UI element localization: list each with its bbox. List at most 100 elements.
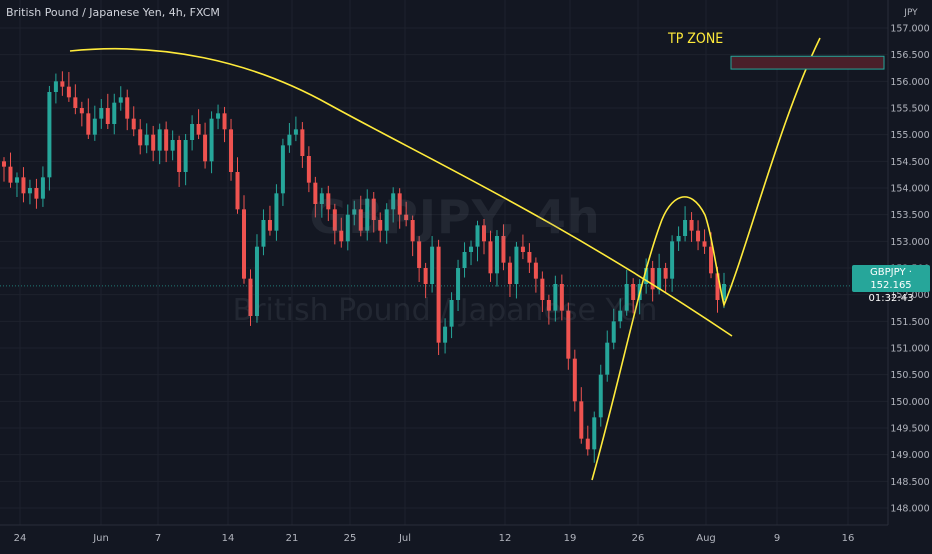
candle-body	[53, 81, 58, 92]
candle-body	[144, 134, 149, 146]
candle-body	[40, 177, 45, 199]
candle-body	[631, 284, 636, 300]
candle-body	[430, 246, 435, 284]
candle-body	[696, 230, 701, 242]
candle-body	[306, 156, 311, 183]
y-tick-label: 151.500	[890, 317, 929, 328]
watermark-ticker: GBPJPY, 4h	[309, 190, 601, 244]
candle-body	[663, 268, 668, 279]
y-tick-label: 150.000	[890, 397, 929, 408]
x-tick-label: 7	[155, 533, 161, 544]
y-tick-label: 154.500	[890, 157, 929, 168]
candle-body	[702, 241, 707, 247]
candle-body	[157, 129, 162, 151]
candle-body	[280, 145, 285, 194]
x-tick-label: Jun	[92, 533, 109, 544]
candle-body	[209, 118, 214, 162]
y-tick-label: 156.000	[890, 77, 929, 88]
candle-body	[34, 188, 39, 199]
candle-body	[229, 129, 234, 172]
candle-body	[242, 209, 246, 279]
x-tick-label: 24	[14, 533, 27, 544]
candle-body	[644, 268, 649, 284]
candle-body	[611, 321, 616, 343]
candle-body	[332, 209, 337, 231]
candle-body	[235, 172, 240, 210]
candle-body	[254, 246, 259, 316]
candle-body	[261, 220, 266, 247]
candle-body	[339, 230, 344, 242]
candle-body	[47, 92, 52, 178]
candle-body	[66, 86, 71, 98]
candle-body	[384, 209, 389, 231]
candle-body	[488, 241, 493, 274]
candle-body	[520, 246, 525, 252]
candle-body	[2, 161, 6, 167]
candle-body	[436, 246, 441, 343]
candle-body	[475, 225, 480, 247]
candle-body	[689, 220, 694, 231]
candle-body	[709, 246, 714, 274]
candle-body	[670, 241, 675, 279]
x-tick-label: 14	[222, 533, 235, 544]
candle-body	[566, 310, 571, 359]
candle-body	[112, 102, 117, 124]
y-tick-label: 148.500	[890, 477, 929, 488]
y-tick-label: 152.000	[890, 290, 929, 301]
candle-body	[27, 188, 32, 194]
tp-zone-rect	[730, 55, 885, 70]
candle-body	[592, 417, 597, 450]
candle-body	[456, 268, 461, 300]
candle-body	[151, 134, 156, 151]
candle-body	[514, 246, 519, 284]
resistance-arc	[69, 47, 733, 337]
candle-body	[482, 225, 486, 242]
candle-body	[546, 300, 551, 311]
x-tick-label: 21	[286, 533, 299, 544]
y-tick-label: 155.000	[890, 130, 929, 141]
candle-body	[92, 118, 97, 135]
y-tick-label: 154.000	[890, 184, 929, 195]
candle-body	[131, 118, 136, 130]
candle-body	[391, 193, 396, 210]
candle-body	[722, 284, 726, 300]
candle-body	[14, 177, 19, 183]
candle-body	[319, 193, 324, 204]
candle-body	[624, 284, 629, 311]
x-tick-label: 25	[344, 533, 357, 544]
candle-body	[683, 220, 688, 236]
badge-price: 152.165	[870, 280, 912, 291]
y-tick-label: 156.500	[890, 50, 929, 61]
candle-body	[138, 129, 143, 146]
candle-body	[585, 438, 590, 450]
last-price-badge: GBPJPY · 152.165 01:32:43	[852, 265, 930, 304]
y-tick-label: 153.000	[890, 237, 929, 248]
candle-body	[222, 113, 227, 130]
candle-body	[183, 140, 188, 172]
candle-body	[170, 140, 175, 151]
candle-body	[553, 284, 558, 311]
candle-body	[423, 268, 428, 284]
candle-body	[404, 214, 409, 220]
y-tick-label: 153.500	[890, 210, 929, 221]
candle-body	[533, 262, 538, 279]
y-tick-label: 157.000	[890, 24, 929, 35]
candle-body	[196, 124, 201, 135]
y-tick-label: 148.000	[890, 504, 929, 515]
candle-body	[469, 246, 474, 252]
candle-body	[73, 97, 78, 108]
candle-body	[105, 108, 110, 124]
candle-body	[462, 252, 467, 268]
candle-body	[60, 81, 65, 87]
symbol-title: British Pound / Japanese Yen, 4h, FXCM	[6, 6, 220, 19]
candle-body	[365, 198, 370, 231]
candle-body	[417, 241, 422, 268]
x-tick-label: 26	[632, 533, 645, 544]
candle-body	[676, 236, 681, 242]
candle-body	[410, 220, 415, 242]
candle-body	[300, 129, 305, 156]
candle-body	[371, 198, 376, 220]
candle-body	[358, 209, 363, 231]
